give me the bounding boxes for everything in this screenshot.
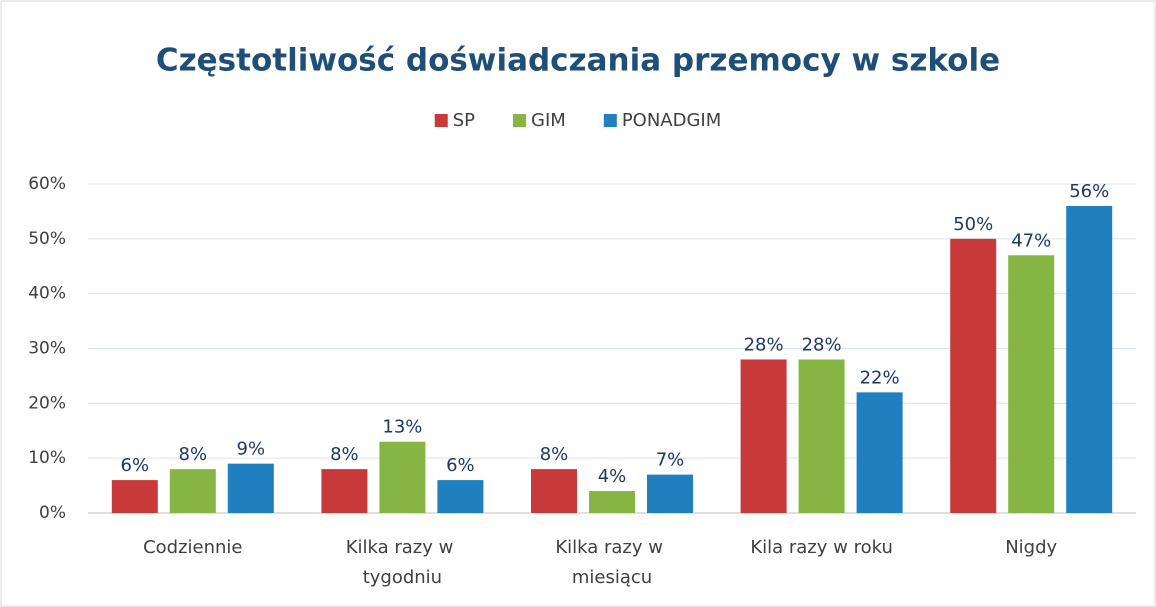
data-label: 47% — [1011, 230, 1051, 251]
bar — [379, 441, 426, 513]
bar — [111, 480, 158, 513]
data-label: 6% — [121, 455, 150, 476]
x-tick-label: Codziennie — [143, 537, 242, 558]
bar — [1066, 205, 1113, 513]
y-tick-label: 40% — [28, 284, 66, 304]
y-tick-label: 50% — [28, 229, 66, 249]
bar — [531, 469, 577, 513]
bar — [798, 359, 845, 513]
bar — [227, 463, 274, 513]
legend-swatch — [603, 114, 617, 127]
data-label: 28% — [802, 334, 842, 355]
data-label: 28% — [744, 334, 784, 355]
y-tick-label: 10% — [28, 448, 66, 468]
data-label: 8% — [540, 444, 569, 465]
bar — [437, 480, 484, 513]
data-label: 9% — [237, 439, 266, 460]
data-label: 50% — [953, 214, 993, 235]
legend-label: SP — [453, 110, 475, 131]
data-label: 7% — [656, 450, 685, 471]
x-tick-label: Kilka razy w tygodniu — [346, 537, 459, 588]
bar — [740, 359, 787, 513]
y-tick-label: 0% — [39, 503, 66, 523]
bar — [169, 469, 216, 513]
legend-swatch — [513, 114, 527, 127]
legend-label: GIM — [531, 110, 566, 131]
bar — [1008, 255, 1055, 514]
chart-title: Częstotliwość doświadczania przemocy w s… — [156, 43, 1000, 79]
data-label: 13% — [382, 417, 422, 438]
bar — [321, 469, 368, 513]
x-tick-label: Kila razy w roku — [750, 537, 893, 558]
legend-swatch — [434, 114, 448, 127]
y-tick-label: 20% — [28, 393, 66, 413]
legend-label: PONADGIM — [622, 110, 721, 131]
x-tick-label: Kilka razy w miesiącu — [555, 537, 668, 588]
bar — [589, 491, 635, 513]
bar — [950, 238, 997, 514]
x-tick-label: Nigdy — [1005, 537, 1057, 558]
bar — [856, 392, 903, 513]
y-tick-label: 60% — [28, 174, 66, 194]
y-tick-label: 30% — [28, 339, 66, 359]
data-label: 22% — [860, 367, 900, 388]
data-label: 56% — [1069, 181, 1109, 202]
data-label: 4% — [598, 466, 627, 487]
data-label: 8% — [330, 444, 359, 465]
data-label: 6% — [446, 455, 475, 476]
bar — [647, 474, 693, 513]
data-label: 8% — [179, 444, 208, 465]
